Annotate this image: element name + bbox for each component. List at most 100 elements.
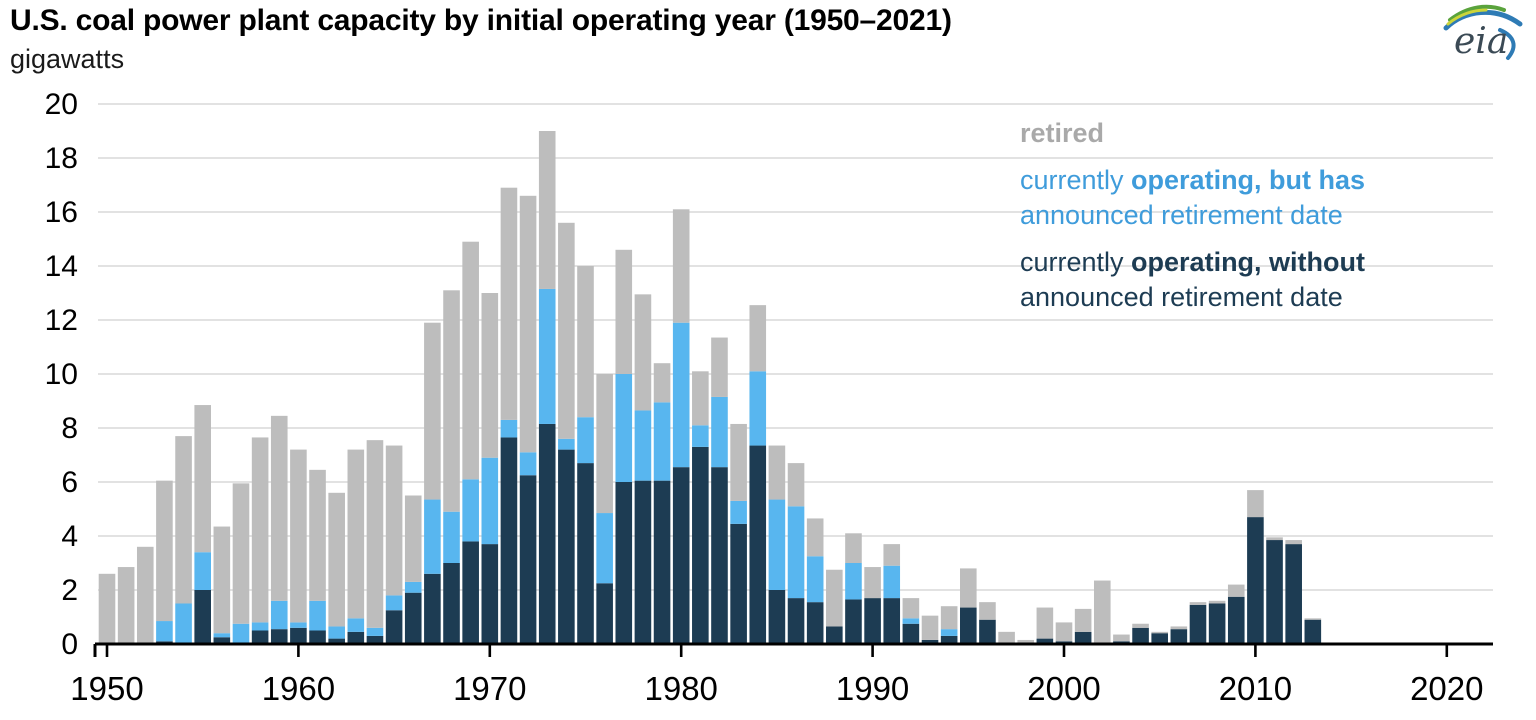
legend-announced-text: currently xyxy=(1020,165,1132,195)
eia-logo: eia xyxy=(1440,2,1526,66)
bar-1955-operating xyxy=(194,590,211,644)
bar-1996-retired xyxy=(979,602,996,620)
y-tick-label-0: 0 xyxy=(61,628,78,661)
bar-1989-operating xyxy=(845,599,862,644)
y-tick-label-20: 20 xyxy=(45,88,78,121)
bar-2005-operating xyxy=(1151,633,1168,644)
bar-1956-retired xyxy=(213,526,231,634)
bar-1993-operating xyxy=(921,639,939,644)
bar-1963-announced xyxy=(347,618,365,632)
legend-announced-text-bold: operating, but has xyxy=(1131,165,1366,195)
bar-1989-announced xyxy=(845,563,862,600)
bar-2012-operating xyxy=(1285,544,1302,644)
bar-1985-retired xyxy=(768,445,786,500)
bar-1982-announced xyxy=(711,396,728,468)
bar-1993-retired xyxy=(921,615,939,640)
bar-1979-operating xyxy=(653,480,671,644)
bar-2002-retired xyxy=(1093,580,1111,643)
bar-1969-announced xyxy=(462,479,479,542)
bar-1965-operating xyxy=(385,610,403,644)
bar-2009-retired xyxy=(1227,584,1245,597)
x-tick-label-1950: 1950 xyxy=(70,670,143,707)
bar-2008-operating xyxy=(1208,603,1226,644)
bar-1961-announced xyxy=(309,600,326,631)
bar-2011-operating xyxy=(1266,540,1283,644)
bar-1980-retired xyxy=(672,209,690,323)
bar-1988-operating xyxy=(826,626,843,644)
y-tick-label-14: 14 xyxy=(45,250,78,283)
bar-1998-retired xyxy=(1017,639,1035,643)
bar-1978-operating xyxy=(634,480,652,644)
bar-1967-retired xyxy=(424,322,441,500)
bar-1956-announced xyxy=(213,633,231,638)
bar-1973-announced xyxy=(538,288,556,424)
y-tick-label-10: 10 xyxy=(45,358,78,391)
bar-1972-retired xyxy=(519,195,537,453)
bar-1975-operating xyxy=(577,463,594,644)
bar-1962-announced xyxy=(328,626,345,639)
bar-1962-retired xyxy=(328,492,345,627)
chart-legend: retired currently operating, but has ann… xyxy=(1020,116,1450,327)
bar-1959-retired xyxy=(270,415,288,601)
bar-1984-retired xyxy=(749,305,767,372)
bar-1995-operating xyxy=(960,607,977,644)
bar-1979-retired xyxy=(653,363,671,403)
bar-1982-retired xyxy=(711,337,728,397)
bar-1952-retired xyxy=(136,546,154,644)
bar-1986-announced xyxy=(787,506,805,599)
bar-1967-announced xyxy=(424,499,441,574)
legend-announced-text-line2: announced retirement date xyxy=(1020,200,1343,230)
bar-1953-retired xyxy=(156,480,173,622)
bar-1984-announced xyxy=(749,371,767,446)
bar-1987-announced xyxy=(806,556,824,603)
bar-1988-retired xyxy=(826,569,843,627)
bar-1960-retired xyxy=(290,449,307,623)
bar-1980-operating xyxy=(672,467,690,644)
bar-1996-operating xyxy=(979,619,996,644)
bar-1983-operating xyxy=(730,523,747,644)
bar-1997-retired xyxy=(998,631,1015,643)
bar-1976-retired xyxy=(596,374,613,514)
bar-1990-retired xyxy=(864,567,881,599)
bar-1955-announced xyxy=(194,552,211,590)
bar-1968-announced xyxy=(443,511,460,563)
bar-1991-announced xyxy=(883,565,901,599)
bar-2001-operating xyxy=(1074,631,1092,644)
bar-1968-operating xyxy=(443,563,460,644)
bar-1977-operating xyxy=(615,482,633,644)
bar-1990-operating xyxy=(864,598,881,644)
bar-1969-operating xyxy=(462,541,479,644)
bar-1983-announced xyxy=(730,500,747,524)
bar-1992-operating xyxy=(902,623,920,644)
x-tick-label-2010: 2010 xyxy=(1219,670,1292,707)
bar-2004-retired xyxy=(1132,623,1149,628)
bar-2005-retired xyxy=(1151,631,1168,634)
bar-1966-operating xyxy=(404,592,422,644)
bar-1991-retired xyxy=(883,544,901,566)
bar-1971-announced xyxy=(500,419,518,438)
bar-1963-retired xyxy=(347,449,365,619)
bar-2006-operating xyxy=(1170,629,1188,644)
bar-1980-announced xyxy=(672,322,690,468)
legend-item-retired: retired xyxy=(1020,116,1450,151)
y-axis-units-label: gigawatts xyxy=(10,44,125,74)
bar-1973-retired xyxy=(538,131,556,289)
bar-1978-announced xyxy=(634,410,652,481)
x-tick-label-1980: 1980 xyxy=(644,670,717,707)
x-tick-label-2000: 2000 xyxy=(1027,670,1100,707)
bar-1995-retired xyxy=(960,568,977,608)
eia-logo-swoosh-icon xyxy=(1443,4,1523,60)
bar-1956-operating xyxy=(213,637,231,644)
bar-1999-retired xyxy=(1036,607,1054,639)
bar-1970-retired xyxy=(481,293,499,458)
bar-2001-retired xyxy=(1074,608,1092,632)
bar-1974-operating xyxy=(558,449,575,644)
bar-1954-retired xyxy=(175,436,192,604)
bar-1970-operating xyxy=(481,544,499,644)
y-tick-label-2: 2 xyxy=(61,574,78,607)
legend-item-announced-retirement: currently operating, but has announced r… xyxy=(1020,163,1450,233)
bar-1958-operating xyxy=(251,630,269,644)
bar-1994-announced xyxy=(940,629,958,636)
bar-1986-operating xyxy=(787,598,805,644)
